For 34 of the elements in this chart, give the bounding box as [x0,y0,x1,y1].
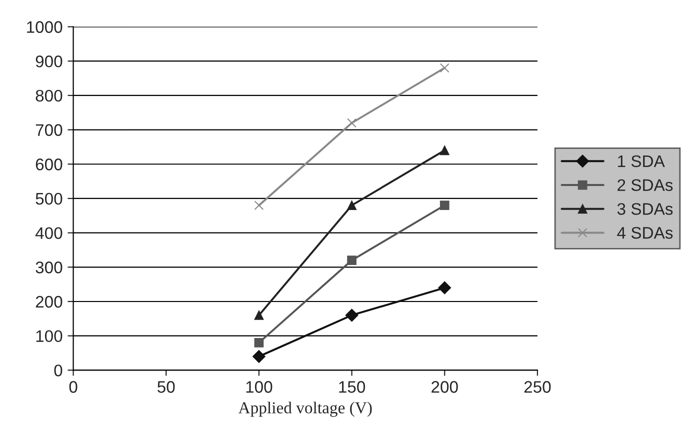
point [440,63,450,73]
x-tick-label: 200 [432,381,458,393]
point [345,308,358,322]
y-tick-label: 200 [36,296,62,308]
point [252,350,266,363]
legend-label: 1 SDA [618,155,665,168]
y-tick-label: 100 [36,330,62,342]
x-tick-label: 0 [69,381,78,393]
point [254,338,264,348]
point [254,310,264,320]
y-tick-label: 600 [36,158,62,170]
x-tick-label: 100 [246,381,272,393]
x-tick-label: 150 [339,381,366,393]
point [347,118,356,128]
point [347,256,356,265]
y-tick-label: 800 [36,90,62,102]
x-tick-label: 50 [158,381,175,393]
y-tick-label: 300 [36,262,62,274]
y-tick-label: 900 [36,56,62,68]
point [347,200,356,210]
y-tick-label: 1000 [27,21,62,33]
y-tick-label: 700 [36,124,62,136]
x-axis-title: Applied voltage (V) [238,402,372,417]
legend-label: 2 SDAs [618,179,673,192]
legend-label: 4 SDAs [617,226,673,239]
point [254,200,264,210]
point [440,146,450,156]
point [440,200,450,210]
x-tick-label: 250 [524,381,551,393]
y-tick-label: 0 [54,364,62,376]
y-tick-label: 400 [35,227,62,240]
y-tick-label: 500 [36,192,62,205]
legend-label: 3 SDAs [617,203,673,215]
point [438,281,452,294]
